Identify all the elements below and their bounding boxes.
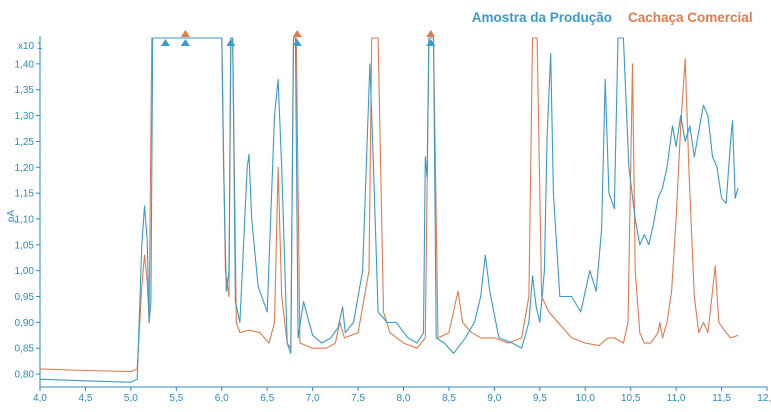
legend-item-amostra: Amostra da Produção <box>472 10 612 25</box>
series-lines <box>40 37 739 383</box>
x-tick-label: 12,0 <box>757 393 771 404</box>
x-tick-label: 6,5 <box>260 393 274 404</box>
peak-marker <box>180 39 190 46</box>
legend-item-cachaca: Cachaça Comercial <box>628 10 753 25</box>
y-tick-label: 1,30 <box>15 111 35 122</box>
y-tick-label: 1,20 <box>15 163 35 174</box>
x-tick-label: 11,0 <box>667 393 686 404</box>
peak-marker <box>426 30 436 37</box>
series-line-cachaca <box>40 37 739 373</box>
legend: Amostra da Produção Cachaça Comercial <box>472 10 753 25</box>
x-tick-label: 4,5 <box>78 393 92 404</box>
x-tick-label: 7,5 <box>351 393 365 404</box>
y-tick-label: 0,90 <box>15 318 35 329</box>
y-tick-label: 0,95 <box>15 292 35 303</box>
x-tick-label: 6,0 <box>215 393 229 404</box>
y-tick-label: 0,85 <box>15 344 35 355</box>
y-tick-label: 1,05 <box>15 240 35 251</box>
axes: 0,80 0,85 0,90 0,95 1,00 1,05 1,10 1,15 1,20 1,25… <box>6 36 771 404</box>
x-tick-label: 10,5 <box>621 393 641 404</box>
peak-marker <box>292 30 302 37</box>
x-tick-label: 9,5 <box>533 393 547 404</box>
peak-marker <box>426 39 436 46</box>
y-axis-label: pA <box>6 210 17 223</box>
y-tick-label: 1,00 <box>15 266 35 277</box>
x-tick-label: 8,0 <box>397 393 411 404</box>
y-multiplier-label: x10 1 <box>18 41 43 52</box>
peak-marker <box>160 39 170 46</box>
x-tick-label: 7,0 <box>306 393 320 404</box>
peak-marker <box>180 30 190 37</box>
x-tick-label: 5,0 <box>124 393 138 404</box>
x-tick-label: 4,0 <box>33 393 47 404</box>
x-tick-label: 11,5 <box>712 393 731 404</box>
x-tick-label: 10,0 <box>576 393 596 404</box>
y-tick-label: 0,80 <box>15 370 35 381</box>
x-tick-label: 5,5 <box>169 393 183 404</box>
y-tick-label: 1,15 <box>15 189 35 200</box>
peak-marker <box>226 39 236 46</box>
y-tick-label: 1,10 <box>15 214 35 225</box>
series-line-amostra <box>40 37 739 383</box>
y-tick-label: 1,35 <box>15 85 35 96</box>
y-tick-label: 1,40 <box>15 59 35 70</box>
peak-marker <box>292 39 302 46</box>
y-tick-label: 1,25 <box>15 137 35 148</box>
x-tick-label: 8,5 <box>442 393 456 404</box>
peak-markers <box>160 30 436 46</box>
x-tick-label: 9,0 <box>487 393 501 404</box>
